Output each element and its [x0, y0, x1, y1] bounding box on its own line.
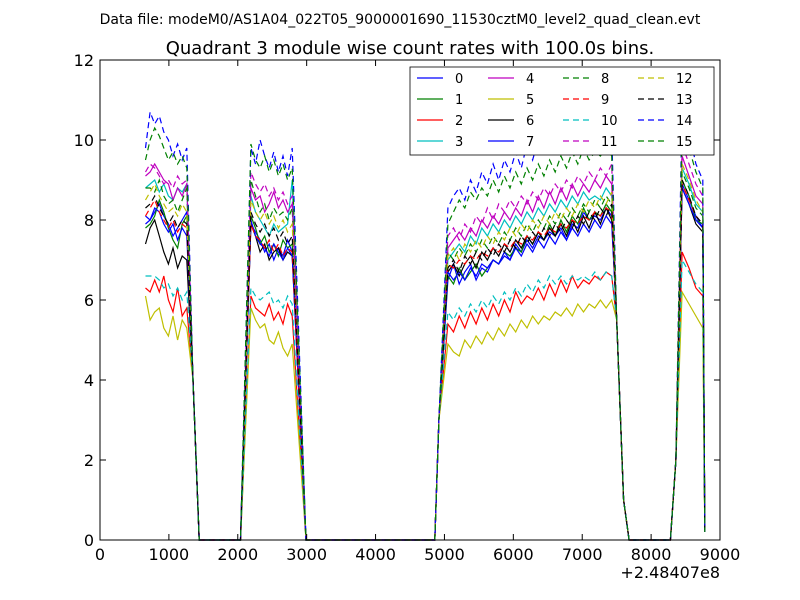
- legend-label-6: 6: [526, 114, 534, 129]
- x-axis: 0 1000 2000 3000 4000 5000 6000 7000 8000 9000: [95, 60, 740, 564]
- figure-suptitle: Data file: modeM0/AS1A04_022T05_90000016…: [100, 12, 701, 28]
- legend-label-14: 14: [676, 114, 693, 129]
- x-tick-label: 0: [95, 545, 105, 564]
- legend-label-10: 10: [601, 114, 618, 129]
- legend-label-9: 9: [601, 93, 609, 108]
- y-tick-label: 8: [84, 211, 94, 230]
- series-line-13: [145, 179, 706, 541]
- y-tick-label: 4: [84, 371, 94, 390]
- y-tick-label: 2: [84, 451, 94, 470]
- legend-label-3: 3: [455, 135, 463, 150]
- x-tick-label: 9000: [700, 545, 741, 564]
- legend-label-12: 12: [676, 72, 693, 87]
- legend-label-0: 0: [455, 72, 463, 87]
- legend-label-2: 2: [455, 114, 463, 129]
- chart-title: Quadrant 3 module wise count rates with …: [166, 38, 655, 59]
- series-line-12: [144, 163, 706, 541]
- legend-label-11: 11: [601, 135, 618, 150]
- x-tick-label: 3000: [286, 545, 327, 564]
- series-line-8: [145, 171, 706, 541]
- legend-label-5: 5: [526, 93, 534, 108]
- legend-label-13: 13: [676, 93, 693, 108]
- x-tick-label: 5000: [424, 545, 465, 564]
- x-tick-label: 7000: [562, 545, 603, 564]
- x-offset-text: +2.48407e8: [620, 563, 720, 582]
- y-tick-label: 12: [74, 51, 94, 70]
- legend-label-7: 7: [526, 135, 534, 150]
- legend-label-1: 1: [455, 93, 463, 108]
- y-tick-label: 10: [74, 131, 94, 150]
- x-tick-label: 4000: [355, 545, 396, 564]
- legend-label-15: 15: [676, 135, 693, 150]
- y-tick-label: 0: [84, 531, 94, 550]
- legend-label-4: 4: [526, 72, 534, 87]
- legend-frame: [409, 66, 715, 156]
- x-tick-label: 1000: [149, 545, 190, 564]
- x-tick-label: 2000: [217, 545, 258, 564]
- y-tick-label: 6: [84, 291, 94, 310]
- x-tick-label: 8000: [631, 545, 672, 564]
- legend-label-8: 8: [601, 72, 609, 87]
- series-line-10: [145, 257, 706, 541]
- x-tick-label: 6000: [493, 545, 534, 564]
